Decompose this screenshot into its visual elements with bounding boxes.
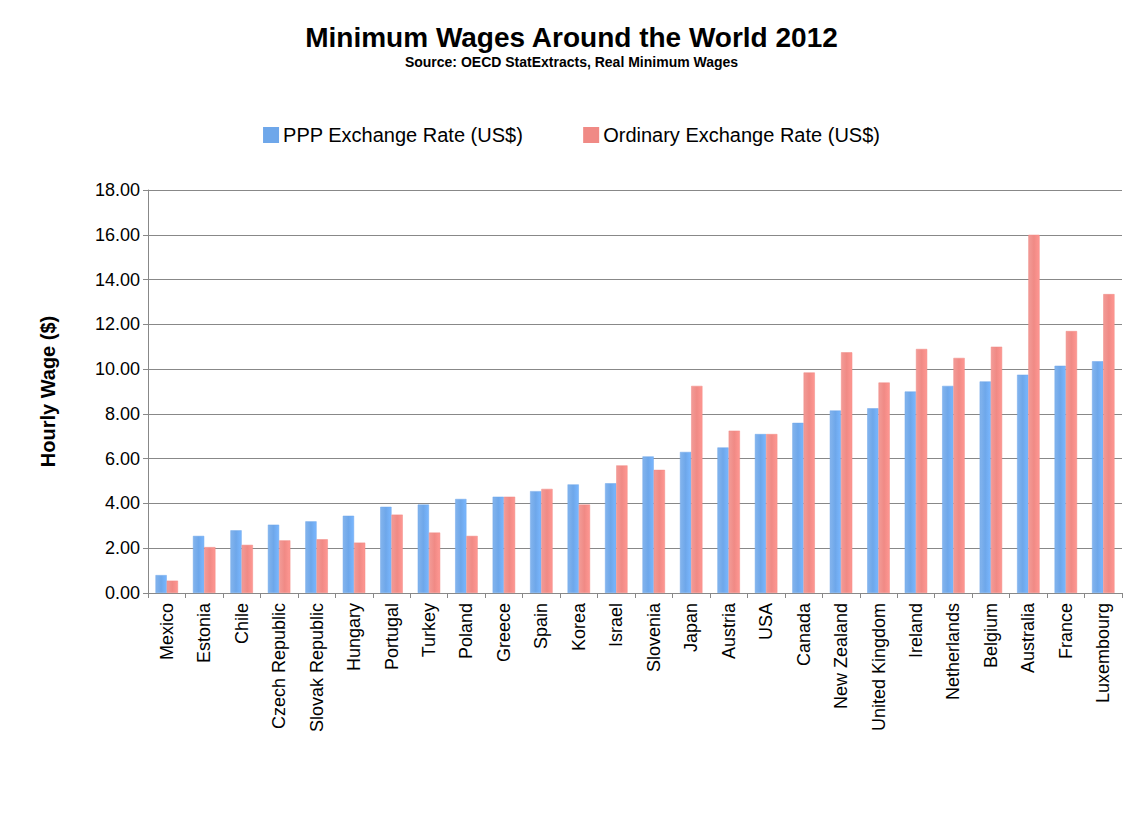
svg-text:Hourly Wage ($): Hourly Wage ($) [37, 316, 59, 468]
svg-text:Luxembourg: Luxembourg [1093, 603, 1113, 703]
svg-text:Belgium: Belgium [981, 603, 1001, 668]
svg-text:Slovak Republic: Slovak Republic [307, 603, 327, 732]
svg-text:10.00: 10.00 [95, 359, 140, 379]
svg-text:PPP Exchange Rate (US$): PPP Exchange Rate (US$) [283, 124, 523, 146]
svg-text:16.00: 16.00 [95, 225, 140, 245]
svg-text:Austria: Austria [719, 602, 739, 659]
svg-text:Source: OECD StatExtracts, Rea: Source: OECD StatExtracts, Real Minimum … [405, 54, 738, 70]
svg-text:New Zealand: New Zealand [831, 603, 851, 709]
svg-text:Ordinary Exchange Rate (US$): Ordinary Exchange Rate (US$) [603, 124, 880, 146]
svg-text:Estonia: Estonia [194, 602, 214, 663]
svg-text:France: France [1056, 603, 1076, 659]
svg-text:Slovenia: Slovenia [644, 602, 664, 672]
svg-text:Mexico: Mexico [157, 603, 177, 660]
svg-text:0.00: 0.00 [105, 583, 140, 603]
svg-text:Australia: Australia [1018, 602, 1038, 673]
svg-text:United Kingdom: United Kingdom [869, 603, 889, 731]
svg-text:Poland: Poland [456, 603, 476, 659]
svg-text:Canada: Canada [794, 602, 814, 666]
svg-text:Hungary: Hungary [344, 603, 364, 671]
svg-text:Greece: Greece [494, 603, 514, 662]
svg-text:Czech Republic: Czech Republic [269, 603, 289, 729]
svg-text:12.00: 12.00 [95, 314, 140, 334]
svg-text:8.00: 8.00 [105, 404, 140, 424]
svg-text:2.00: 2.00 [105, 538, 140, 558]
svg-text:Japan: Japan [681, 603, 701, 652]
svg-text:18.00: 18.00 [95, 180, 140, 200]
svg-text:USA: USA [756, 603, 776, 640]
svg-text:Ireland: Ireland [906, 603, 926, 658]
svg-text:Chile: Chile [232, 603, 252, 644]
svg-text:Israel: Israel [606, 603, 626, 647]
svg-text:Minimum Wages Around the World: Minimum Wages Around the World 2012 [305, 22, 838, 53]
svg-text:Turkey: Turkey [419, 603, 439, 657]
svg-text:Spain: Spain [531, 603, 551, 649]
svg-text:6.00: 6.00 [105, 449, 140, 469]
svg-text:14.00: 14.00 [95, 270, 140, 290]
svg-text:Korea: Korea [569, 602, 589, 651]
svg-text:4.00: 4.00 [105, 493, 140, 513]
svg-text:Netherlands: Netherlands [943, 603, 963, 700]
svg-text:Portugal: Portugal [382, 603, 402, 670]
